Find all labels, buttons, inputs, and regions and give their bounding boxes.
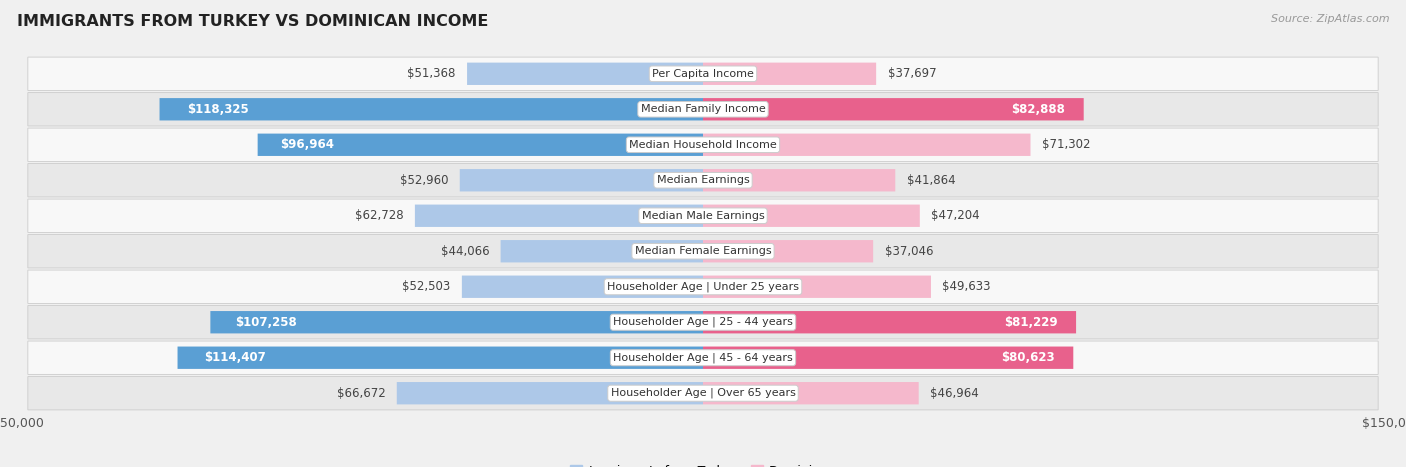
FancyBboxPatch shape bbox=[467, 63, 703, 85]
Text: $66,672: $66,672 bbox=[336, 387, 385, 400]
Text: $51,368: $51,368 bbox=[408, 67, 456, 80]
Text: $47,204: $47,204 bbox=[931, 209, 980, 222]
Text: Median Family Income: Median Family Income bbox=[641, 104, 765, 114]
Text: $49,633: $49,633 bbox=[942, 280, 991, 293]
FancyBboxPatch shape bbox=[211, 311, 703, 333]
FancyBboxPatch shape bbox=[396, 382, 703, 404]
FancyBboxPatch shape bbox=[28, 234, 1378, 268]
FancyBboxPatch shape bbox=[28, 57, 1378, 91]
FancyBboxPatch shape bbox=[501, 240, 703, 262]
Text: Source: ZipAtlas.com: Source: ZipAtlas.com bbox=[1271, 14, 1389, 24]
Text: $96,964: $96,964 bbox=[280, 138, 333, 151]
FancyBboxPatch shape bbox=[703, 98, 1084, 120]
FancyBboxPatch shape bbox=[703, 311, 1076, 333]
FancyBboxPatch shape bbox=[177, 347, 703, 369]
Text: Median Earnings: Median Earnings bbox=[657, 175, 749, 185]
Text: $118,325: $118,325 bbox=[187, 103, 249, 116]
FancyBboxPatch shape bbox=[28, 92, 1378, 126]
Text: $37,046: $37,046 bbox=[884, 245, 934, 258]
Text: Median Male Earnings: Median Male Earnings bbox=[641, 211, 765, 221]
FancyBboxPatch shape bbox=[28, 128, 1378, 162]
Text: $81,229: $81,229 bbox=[1004, 316, 1057, 329]
Text: $52,503: $52,503 bbox=[402, 280, 450, 293]
Text: $52,960: $52,960 bbox=[399, 174, 449, 187]
FancyBboxPatch shape bbox=[461, 276, 703, 298]
FancyBboxPatch shape bbox=[703, 382, 918, 404]
FancyBboxPatch shape bbox=[703, 169, 896, 191]
Text: Median Female Earnings: Median Female Earnings bbox=[634, 246, 772, 256]
Text: Householder Age | Under 25 years: Householder Age | Under 25 years bbox=[607, 282, 799, 292]
FancyBboxPatch shape bbox=[28, 341, 1378, 375]
FancyBboxPatch shape bbox=[415, 205, 703, 227]
FancyBboxPatch shape bbox=[28, 199, 1378, 233]
FancyBboxPatch shape bbox=[28, 270, 1378, 304]
Text: Householder Age | 45 - 64 years: Householder Age | 45 - 64 years bbox=[613, 353, 793, 363]
Text: $46,964: $46,964 bbox=[931, 387, 979, 400]
FancyBboxPatch shape bbox=[703, 205, 920, 227]
Text: $71,302: $71,302 bbox=[1042, 138, 1091, 151]
FancyBboxPatch shape bbox=[703, 347, 1073, 369]
FancyBboxPatch shape bbox=[703, 240, 873, 262]
Text: $114,407: $114,407 bbox=[204, 351, 266, 364]
FancyBboxPatch shape bbox=[257, 134, 703, 156]
FancyBboxPatch shape bbox=[460, 169, 703, 191]
Legend: Immigrants from Turkey, Dominican: Immigrants from Turkey, Dominican bbox=[565, 460, 841, 467]
Text: IMMIGRANTS FROM TURKEY VS DOMINICAN INCOME: IMMIGRANTS FROM TURKEY VS DOMINICAN INCO… bbox=[17, 14, 488, 29]
Text: Householder Age | 25 - 44 years: Householder Age | 25 - 44 years bbox=[613, 317, 793, 327]
Text: $41,864: $41,864 bbox=[907, 174, 956, 187]
Text: $82,888: $82,888 bbox=[1011, 103, 1064, 116]
FancyBboxPatch shape bbox=[703, 276, 931, 298]
Text: $37,697: $37,697 bbox=[887, 67, 936, 80]
Text: Per Capita Income: Per Capita Income bbox=[652, 69, 754, 79]
FancyBboxPatch shape bbox=[703, 134, 1031, 156]
FancyBboxPatch shape bbox=[28, 163, 1378, 197]
Text: $44,066: $44,066 bbox=[440, 245, 489, 258]
FancyBboxPatch shape bbox=[159, 98, 703, 120]
FancyBboxPatch shape bbox=[28, 376, 1378, 410]
Text: Median Household Income: Median Household Income bbox=[628, 140, 778, 150]
Text: Householder Age | Over 65 years: Householder Age | Over 65 years bbox=[610, 388, 796, 398]
FancyBboxPatch shape bbox=[703, 63, 876, 85]
Text: $107,258: $107,258 bbox=[235, 316, 297, 329]
Text: $62,728: $62,728 bbox=[354, 209, 404, 222]
FancyBboxPatch shape bbox=[28, 305, 1378, 339]
Text: $80,623: $80,623 bbox=[1001, 351, 1054, 364]
